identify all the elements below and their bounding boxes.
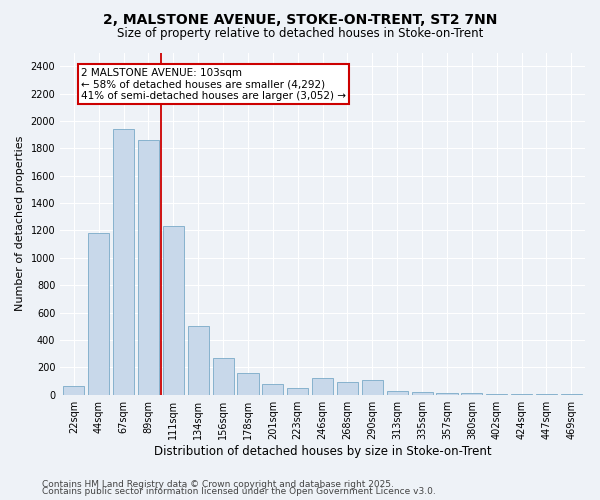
Bar: [63, 386, 85, 394]
Bar: [386, 390, 408, 394]
Text: Size of property relative to detached houses in Stoke-on-Trent: Size of property relative to detached ho…: [117, 28, 483, 40]
Bar: [88, 233, 109, 394]
Bar: [212, 358, 233, 395]
X-axis label: Distribution of detached houses by size in Stoke-on-Trent: Distribution of detached houses by size …: [154, 444, 491, 458]
Text: 2 MALSTONE AVENUE: 103sqm
← 58% of detached houses are smaller (4,292)
41% of se: 2 MALSTONE AVENUE: 103sqm ← 58% of detac…: [82, 68, 346, 101]
Bar: [362, 380, 383, 394]
Text: 2, MALSTONE AVENUE, STOKE-ON-TRENT, ST2 7NN: 2, MALSTONE AVENUE, STOKE-ON-TRENT, ST2 …: [103, 12, 497, 26]
Text: Contains HM Land Registry data © Crown copyright and database right 2025.: Contains HM Land Registry data © Crown c…: [42, 480, 394, 489]
Bar: [287, 388, 308, 394]
Bar: [337, 382, 358, 394]
Bar: [412, 392, 433, 394]
Bar: [113, 129, 134, 394]
Bar: [188, 326, 209, 394]
Bar: [312, 378, 333, 394]
Bar: [238, 373, 259, 394]
Bar: [262, 384, 283, 394]
Bar: [138, 140, 159, 394]
Bar: [163, 226, 184, 394]
Text: Contains public sector information licensed under the Open Government Licence v3: Contains public sector information licen…: [42, 488, 436, 496]
Y-axis label: Number of detached properties: Number of detached properties: [15, 136, 25, 312]
